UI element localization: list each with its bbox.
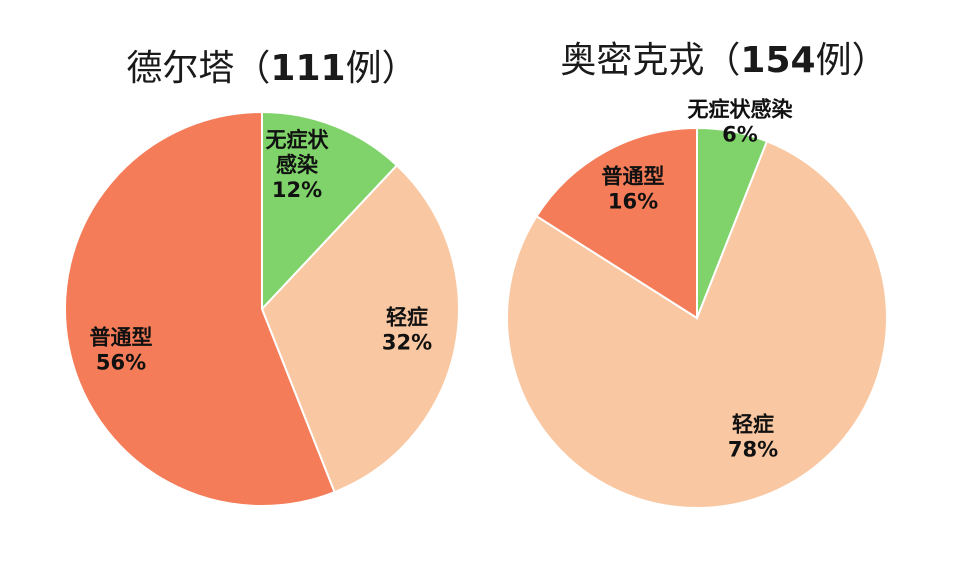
delta-slice-0 bbox=[261, 110, 399, 312]
delta-slices bbox=[64, 110, 460, 507]
omicron-pie-chart: 奥密克戎（154例） 无症状感染 6% 轻症 78% 普通型 16% bbox=[506, 40, 888, 509]
delta-slice-name-0-1: 感染 bbox=[276, 153, 318, 177]
delta-slice-percent-0: 12% bbox=[272, 178, 322, 202]
omicron-slice-name-2-0: 普通型 bbox=[602, 165, 665, 189]
delta-slice-2 bbox=[64, 110, 336, 507]
omicron-labels: 无症状感染 6% 轻症 78% 普通型 16% bbox=[602, 98, 793, 462]
omicron-title-number: 154 bbox=[740, 40, 815, 81]
delta-slice-percent-2: 56% bbox=[96, 351, 146, 375]
delta-title-number: 111 bbox=[270, 48, 345, 89]
delta-slice-name-2-0: 普通型 bbox=[90, 326, 153, 350]
delta-slice-percent-1: 32% bbox=[382, 331, 432, 355]
delta-chart-title: 德尔塔（111例） bbox=[126, 48, 417, 89]
omicron-slice-label-0: 无症状感染 6% bbox=[688, 98, 793, 147]
omicron-title-suffix: 例） bbox=[816, 40, 888, 81]
omicron-slice-percent-0: 6% bbox=[722, 123, 758, 147]
delta-slice-label-2: 普通型 56% bbox=[90, 326, 153, 375]
delta-slice-label-1: 轻症 32% bbox=[382, 306, 432, 355]
omicron-slice-percent-2: 16% bbox=[608, 190, 658, 214]
delta-title-prefix: 德尔塔（ bbox=[126, 48, 270, 89]
omicron-slices bbox=[506, 126, 888, 509]
omicron-slice-label-2: 普通型 16% bbox=[602, 165, 665, 214]
delta-pie-chart: 德尔塔（111例） 无症状感染 12% 轻症 32% 普通型 56% bbox=[64, 48, 460, 507]
omicron-slice-percent-1: 78% bbox=[728, 438, 778, 462]
omicron-slice-1 bbox=[506, 140, 888, 509]
delta-slice-name-0-0: 无症状 bbox=[266, 128, 330, 152]
omicron-slice-name-0-0: 无症状感染 bbox=[688, 98, 793, 122]
omicron-slice-name-1-0: 轻症 bbox=[732, 413, 774, 437]
omicron-title-prefix: 奥密克戎（ bbox=[560, 40, 740, 81]
omicron-slice-2 bbox=[535, 126, 698, 320]
delta-slice-name-1-0: 轻症 bbox=[386, 306, 428, 330]
delta-title-suffix: 例） bbox=[346, 48, 418, 89]
delta-slice-1 bbox=[260, 163, 460, 494]
omicron-slice-label-1: 轻症 78% bbox=[728, 413, 778, 462]
delta-slice-label-0: 无症状感染 12% bbox=[266, 128, 330, 202]
delta-labels: 无症状感染 12% 轻症 32% 普通型 56% bbox=[90, 128, 433, 375]
omicron-chart-title: 奥密克戎（154例） bbox=[560, 40, 887, 81]
